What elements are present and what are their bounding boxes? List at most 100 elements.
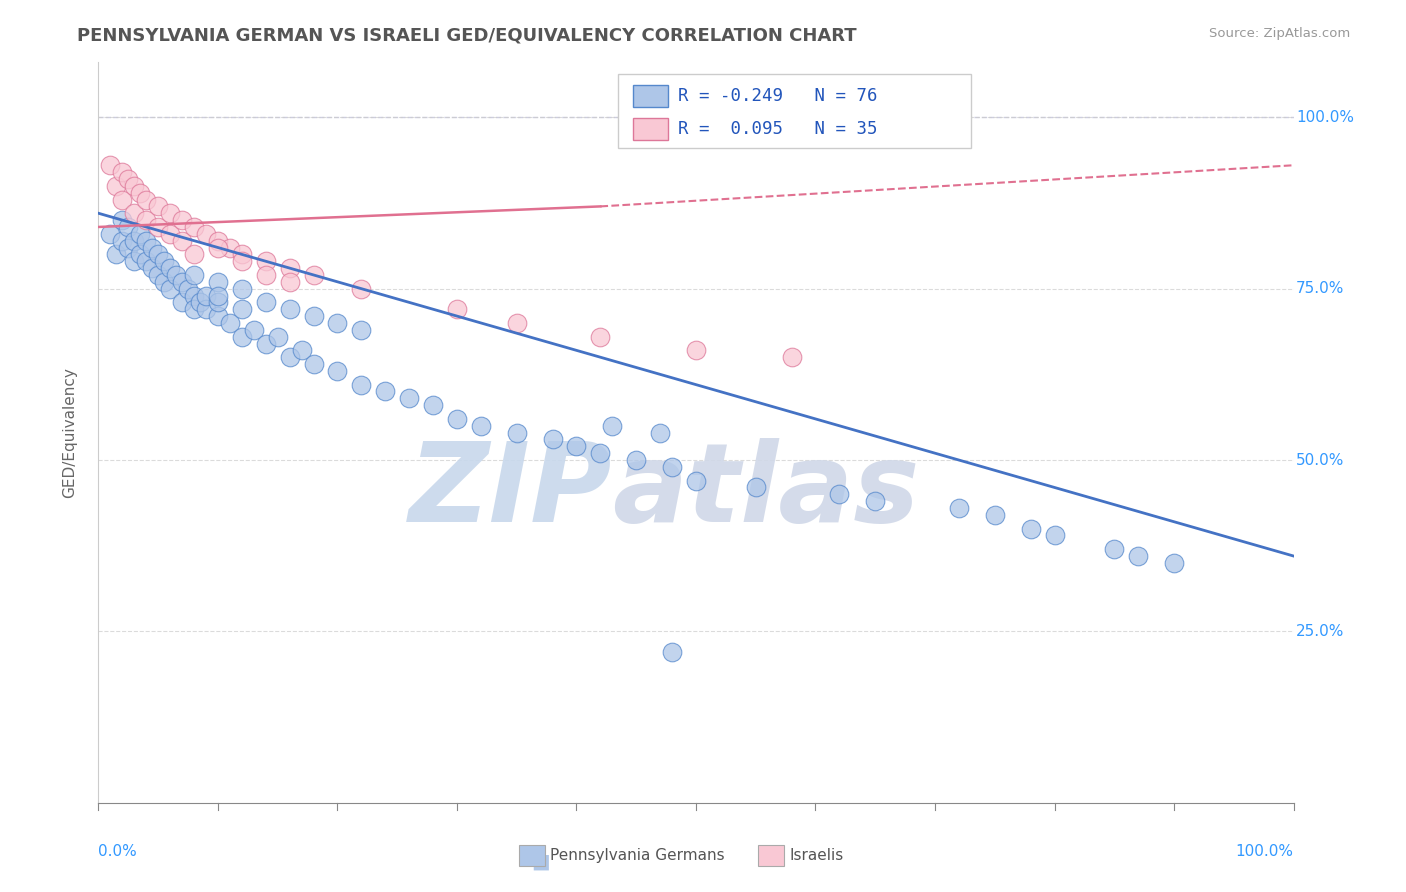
Point <box>111 165 134 179</box>
Point <box>98 158 122 172</box>
Point <box>291 343 314 358</box>
Point <box>177 282 200 296</box>
Point <box>207 309 229 323</box>
Point <box>661 645 683 659</box>
Point <box>195 302 218 317</box>
Point <box>135 254 157 268</box>
Point <box>135 213 157 227</box>
Point <box>148 199 170 213</box>
Point <box>1163 556 1185 570</box>
Point <box>302 357 325 371</box>
Point <box>129 186 152 200</box>
Point <box>183 288 205 302</box>
Text: atlas: atlas <box>613 438 920 545</box>
Text: 75.0%: 75.0% <box>1296 281 1344 296</box>
Point <box>207 275 229 289</box>
Point <box>984 508 1007 522</box>
Point <box>141 240 163 255</box>
Point <box>1043 528 1066 542</box>
Point <box>626 453 648 467</box>
Point <box>219 316 242 330</box>
Point <box>141 261 163 276</box>
Point <box>117 240 139 255</box>
FancyBboxPatch shape <box>633 85 668 107</box>
Point <box>398 392 420 406</box>
Point <box>172 213 194 227</box>
Point <box>124 254 146 268</box>
Point <box>326 316 349 330</box>
Point <box>685 474 707 488</box>
Point <box>1128 549 1150 563</box>
Point <box>326 364 349 378</box>
Point <box>541 433 564 447</box>
Point <box>207 295 229 310</box>
Point <box>183 219 205 234</box>
Point <box>231 329 253 343</box>
Point <box>148 247 170 261</box>
Point <box>243 323 266 337</box>
Point <box>589 446 612 460</box>
Point <box>231 247 253 261</box>
Point <box>278 275 301 289</box>
Point <box>780 350 803 364</box>
Text: ▪: ▪ <box>530 847 551 876</box>
Point <box>195 227 218 241</box>
Point <box>207 288 229 302</box>
Text: ZIP: ZIP <box>409 438 613 545</box>
Text: R =  0.095   N = 35: R = 0.095 N = 35 <box>678 120 877 138</box>
Y-axis label: GED/Equivalency: GED/Equivalency <box>63 368 77 498</box>
Point <box>207 240 229 255</box>
Point <box>506 425 529 440</box>
Point <box>183 302 205 317</box>
Point <box>188 295 211 310</box>
Point <box>302 268 325 282</box>
Point <box>148 219 170 234</box>
Point <box>278 261 301 276</box>
Point <box>124 178 146 193</box>
Point <box>159 261 181 276</box>
Text: Source: ZipAtlas.com: Source: ZipAtlas.com <box>1209 27 1350 40</box>
Point <box>135 234 157 248</box>
Point <box>124 234 146 248</box>
Point <box>661 459 683 474</box>
Point <box>506 316 529 330</box>
Point <box>111 193 134 207</box>
Text: 100.0%: 100.0% <box>1236 844 1294 858</box>
Point <box>111 234 134 248</box>
Text: 100.0%: 100.0% <box>1296 110 1354 125</box>
Point <box>422 398 444 412</box>
Point <box>589 329 612 343</box>
Point <box>231 282 253 296</box>
Point <box>865 494 887 508</box>
Point <box>470 418 492 433</box>
Point <box>124 206 146 220</box>
Point <box>111 213 134 227</box>
Text: PENNSYLVANIA GERMAN VS ISRAELI GED/EQUIVALENCY CORRELATION CHART: PENNSYLVANIA GERMAN VS ISRAELI GED/EQUIV… <box>77 27 856 45</box>
Point <box>350 377 373 392</box>
Point <box>828 487 851 501</box>
Point <box>159 206 181 220</box>
Point <box>267 329 290 343</box>
Point <box>195 288 218 302</box>
Point <box>1019 522 1042 536</box>
Point <box>254 268 277 282</box>
Point <box>302 309 325 323</box>
Point <box>602 418 624 433</box>
Point <box>565 439 588 453</box>
Point <box>278 350 301 364</box>
FancyBboxPatch shape <box>519 845 546 866</box>
Point <box>685 343 707 358</box>
Text: 25.0%: 25.0% <box>1296 624 1344 639</box>
Point <box>129 227 152 241</box>
Point <box>446 412 468 426</box>
Point <box>105 178 128 193</box>
Point <box>183 247 205 261</box>
Point <box>183 268 205 282</box>
Point <box>350 323 373 337</box>
Point <box>350 282 373 296</box>
Point <box>207 234 229 248</box>
Point <box>159 227 181 241</box>
Point <box>172 295 194 310</box>
FancyBboxPatch shape <box>758 845 785 866</box>
Point <box>117 172 139 186</box>
